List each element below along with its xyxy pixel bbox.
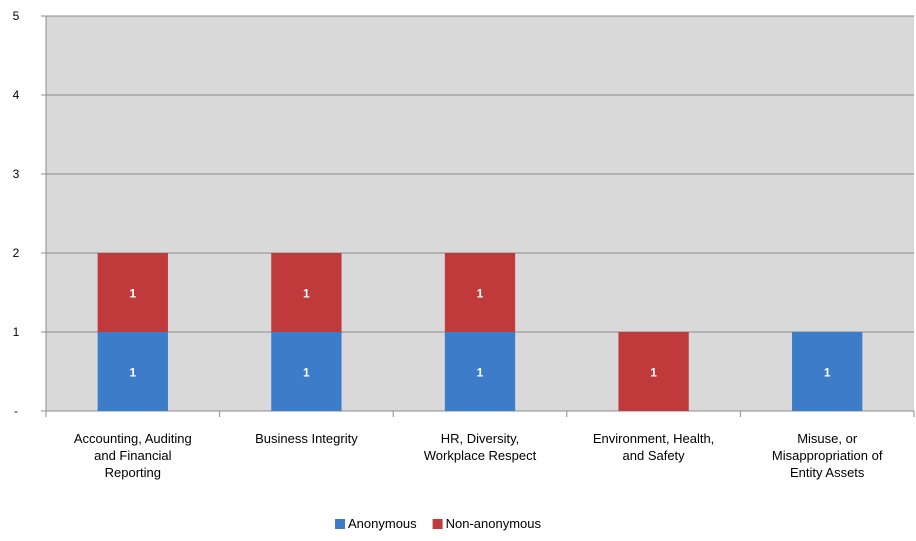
legend-label: Non-anonymous bbox=[446, 516, 542, 531]
bars: 1 1 1 1 1 1 1 1 bbox=[97, 253, 863, 411]
legend: Anonymous Non-anonymous bbox=[335, 516, 541, 531]
bar-non-anonymous bbox=[444, 253, 516, 332]
category-label: Business Integrity bbox=[255, 431, 358, 446]
bar-anonymous bbox=[792, 332, 863, 411]
category-labels: Accounting, Auditing and Financial Reporti… bbox=[74, 431, 883, 480]
category-label: Misuse, or Misappropriation of Entity Asse… bbox=[772, 431, 883, 480]
bar-anonymous bbox=[97, 332, 168, 411]
y-tick-label: 5 bbox=[13, 9, 20, 23]
data-label: 1 bbox=[650, 366, 657, 380]
y-tick-label: 1 bbox=[13, 325, 20, 339]
bar-anonymous bbox=[444, 332, 516, 411]
y-tick-label: 2 bbox=[13, 246, 20, 260]
category-label: Environment, Health, and Safety bbox=[593, 431, 714, 463]
bar-non-anonymous bbox=[271, 253, 342, 332]
legend-swatch bbox=[432, 519, 443, 529]
bar-non-anonymous bbox=[618, 332, 689, 411]
legend-label: Anonymous bbox=[348, 516, 417, 531]
y-tick-label: 3 bbox=[13, 167, 20, 181]
data-label: 1 bbox=[129, 366, 136, 380]
data-label: 1 bbox=[303, 287, 310, 301]
legend-swatch bbox=[335, 519, 345, 529]
bar-non-anonymous bbox=[97, 253, 168, 332]
data-label: 1 bbox=[477, 287, 484, 301]
y-tick-label: - bbox=[14, 404, 18, 418]
data-label: 1 bbox=[303, 366, 310, 380]
data-label: 1 bbox=[129, 287, 136, 301]
y-tick-label: 4 bbox=[13, 88, 20, 102]
category-label: Accounting, Auditing and Financial Reporti… bbox=[74, 431, 192, 480]
data-label: 1 bbox=[477, 366, 484, 380]
data-label: 1 bbox=[824, 366, 831, 380]
bar-anonymous bbox=[271, 332, 342, 411]
category-label: HR, Diversity, Workplace Respect bbox=[424, 431, 537, 463]
